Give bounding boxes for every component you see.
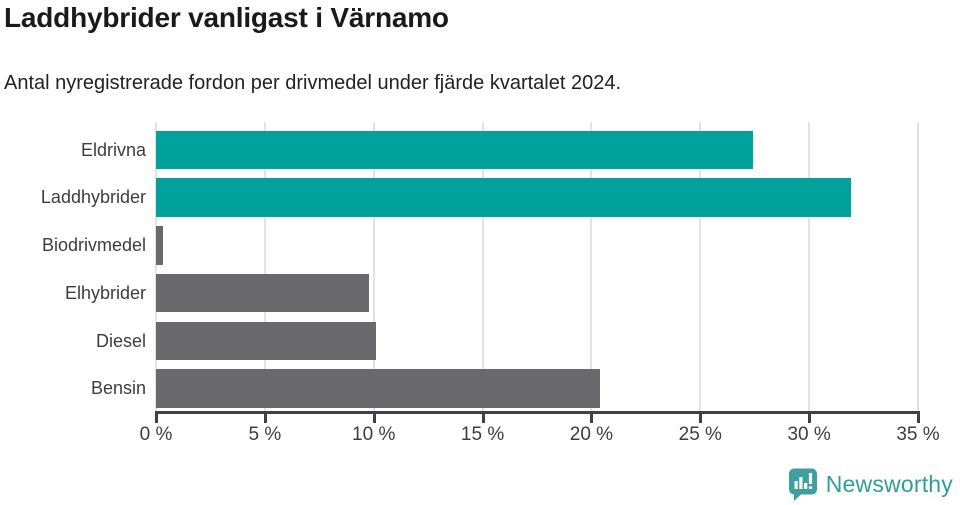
x-tick-label-25: 25 % — [678, 424, 722, 445]
x-tick-35 — [917, 411, 920, 423]
gridline-25 — [699, 122, 702, 411]
x-tick-0 — [155, 411, 158, 423]
x-tick-5 — [263, 411, 267, 423]
x-axis-line — [155, 411, 920, 414]
chart-subtitle: Antal nyregistrerade fordon per drivmede… — [4, 72, 622, 94]
category-label-elhybrider: Elhybrider — [64, 282, 146, 303]
x-tick-label-10: 10 % — [352, 424, 396, 445]
x-tick-10 — [372, 411, 376, 423]
gridline-30 — [808, 122, 811, 411]
x-tick-label-0: 0 % — [139, 424, 173, 445]
bar-diesel — [156, 321, 376, 361]
gridline-0 — [155, 122, 157, 411]
x-tick-label-20: 20 % — [569, 424, 614, 445]
gridline-20 — [590, 122, 593, 411]
bar-elhybrider — [156, 273, 370, 313]
bar-bensin — [156, 369, 601, 408]
newsworthy-logo-icon — [788, 468, 817, 501]
category-label-diesel: Diesel — [95, 330, 146, 351]
x-tick-label-35: 35 % — [896, 424, 940, 445]
x-tick-25 — [699, 411, 703, 423]
x-tick-label-30: 30 % — [787, 424, 831, 445]
plot-area — [155, 122, 919, 411]
gridline-35 — [917, 122, 919, 411]
bar-laddhybrider — [156, 178, 851, 217]
branding: Newsworthy — [788, 468, 953, 501]
category-label-laddhybrider: Laddhybrider — [40, 187, 146, 208]
x-tick-20 — [590, 411, 594, 423]
x-tick-30 — [808, 411, 812, 423]
category-label-bensin: Bensin — [90, 378, 146, 399]
branding-name: Newsworthy — [825, 471, 953, 497]
x-tick-label-15: 15 % — [460, 424, 505, 445]
x-tick-label-5: 5 % — [248, 424, 282, 445]
bar-biodrivmedel — [156, 226, 163, 265]
gridline-10 — [372, 122, 375, 411]
bar-eldrivna — [156, 130, 753, 170]
logo-barchart-glyph — [794, 473, 812, 489]
x-tick-15 — [481, 411, 485, 423]
gridline-15 — [481, 122, 484, 411]
gridline-5 — [263, 122, 266, 411]
category-label-biodrivmedel: Biodrivmedel — [41, 235, 146, 256]
chart-title: Laddhybrider vanligast i Värnamo — [4, 2, 449, 33]
category-label-eldrivna: Eldrivna — [80, 139, 146, 160]
